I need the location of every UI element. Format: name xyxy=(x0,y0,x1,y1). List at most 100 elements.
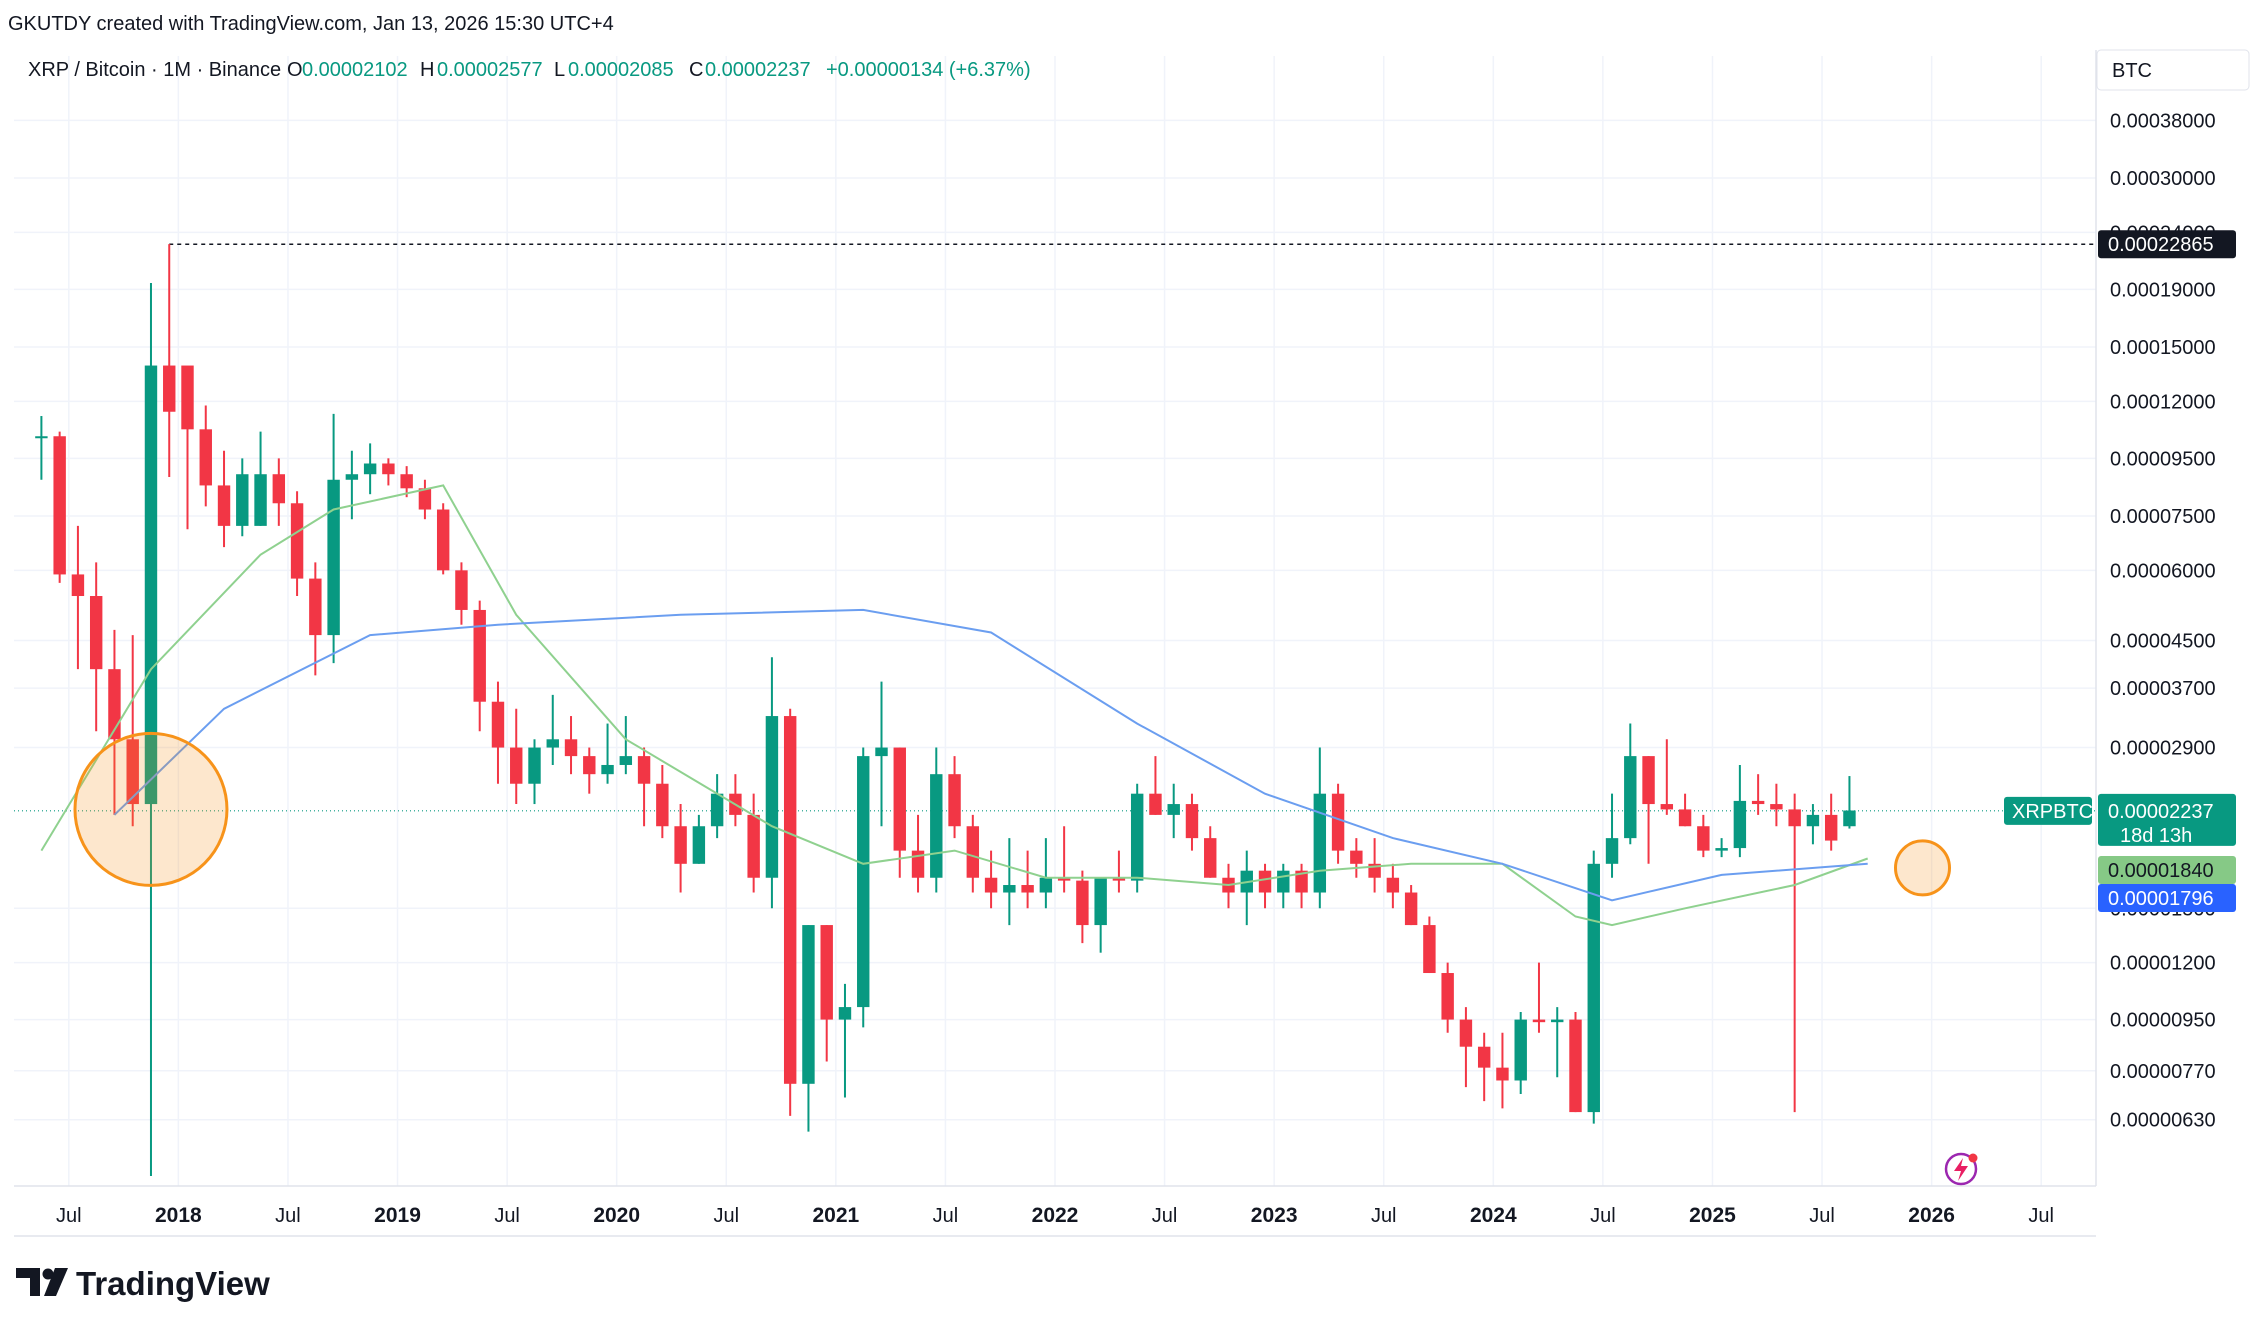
y-tick-label: 0.00012000 xyxy=(2110,391,2216,413)
low-value: 0.00002085 xyxy=(568,59,674,81)
candle xyxy=(382,458,395,486)
x-tick-label: 2022 xyxy=(1032,1204,1079,1227)
candle-body xyxy=(838,1007,852,1020)
candle-body xyxy=(1514,1019,1527,1081)
candle-body xyxy=(820,925,833,1020)
candle xyxy=(710,774,724,839)
candle-body xyxy=(1057,877,1071,881)
x-tick-label: 2026 xyxy=(1908,1204,1955,1227)
candle-body xyxy=(1130,793,1144,881)
y-axis[interactable]: 0.000380000.000300000.000240000.00019000… xyxy=(2110,110,2216,1131)
candle-body xyxy=(217,485,231,526)
ath-price-tag-text: 0.00022865 xyxy=(2108,234,2214,256)
symbol-label[interactable]: XRP / Bitcoin · 1M · Binance xyxy=(28,59,281,81)
candle-body xyxy=(583,756,596,775)
candle xyxy=(564,716,578,775)
candle xyxy=(857,747,870,1028)
candle xyxy=(455,562,468,625)
candle xyxy=(1733,764,1747,858)
candle-body xyxy=(199,429,212,486)
symbol-tag-text: XRPBTC xyxy=(2012,801,2093,823)
candle xyxy=(1715,838,1728,858)
tradingview-logo[interactable]: TradingView xyxy=(16,1265,270,1302)
moving-averages xyxy=(40,484,1869,927)
ath-dashed-line xyxy=(14,243,2096,812)
candle-body xyxy=(1441,973,1454,1020)
candle-body xyxy=(1843,810,1856,827)
candle-body xyxy=(309,578,322,636)
candle-body xyxy=(984,877,998,893)
candle xyxy=(236,458,249,537)
candle-body xyxy=(1021,885,1034,893)
candle xyxy=(163,244,176,477)
candle xyxy=(966,814,980,893)
candle xyxy=(1551,1007,1564,1078)
y-tick-label: 0.00000630 xyxy=(2110,1110,2216,1132)
candle xyxy=(1459,1007,1473,1088)
candle xyxy=(1751,774,1765,815)
candle-body xyxy=(948,774,961,827)
candle xyxy=(1770,783,1783,827)
grid-lines xyxy=(14,50,2097,1237)
candle-body xyxy=(966,826,980,878)
candle xyxy=(1642,756,1655,864)
candle xyxy=(1624,723,1637,845)
x-axis[interactable]: Jul 2018 Jul 2019 Jul 2020 Jul 2021 Jul 2022 Jul 20… xyxy=(56,1204,2054,1227)
attribution-text: GKUTDY created with TradingView.com, Jan… xyxy=(8,13,614,35)
candle xyxy=(217,450,231,548)
candle-body xyxy=(1532,1019,1546,1023)
ma-slow-line xyxy=(113,608,1868,902)
candle xyxy=(911,814,925,893)
candle-body xyxy=(345,474,359,480)
candle xyxy=(290,491,304,597)
countdown-text: 18d 13h xyxy=(2120,825,2192,847)
lightning-icon[interactable] xyxy=(1944,1152,1978,1186)
candle-body xyxy=(637,756,651,784)
candle-body xyxy=(491,701,505,748)
candle xyxy=(1039,838,1053,909)
candle xyxy=(1057,826,1071,893)
candle xyxy=(71,525,85,670)
high-label: H xyxy=(420,59,434,81)
candle-body xyxy=(1003,885,1016,893)
candle-body xyxy=(1295,870,1308,893)
candle-body xyxy=(747,814,760,878)
candle-body xyxy=(181,365,194,430)
currency-label[interactable]: BTC xyxy=(2112,60,2152,82)
candle-body xyxy=(1824,814,1838,841)
candle-body xyxy=(1204,838,1217,878)
candle-body xyxy=(765,716,779,878)
change-value: +0.00000134 (+6.37%) xyxy=(826,59,1031,81)
candle xyxy=(400,466,413,498)
high-value: 0.00002577 xyxy=(437,59,543,81)
candle xyxy=(53,431,66,583)
candle xyxy=(1605,793,1619,878)
candle-body xyxy=(802,925,815,1084)
candle xyxy=(1130,783,1144,893)
candle-body xyxy=(619,756,633,765)
candle-body xyxy=(1605,838,1619,864)
candle xyxy=(473,600,486,732)
candle-body xyxy=(108,669,121,740)
y-tick-label: 0.00006000 xyxy=(2110,560,2216,582)
ma-slow-tag: 0.00001796 xyxy=(2098,884,2236,912)
candle xyxy=(1277,863,1290,909)
y-tick-label: 0.00007500 xyxy=(2110,506,2216,528)
candle-body xyxy=(1386,877,1400,893)
x-tick-label: 2024 xyxy=(1470,1204,1517,1227)
candle xyxy=(254,431,267,526)
y-tick-label: 0.00015000 xyxy=(2110,337,2216,359)
candle xyxy=(1331,783,1345,864)
candle xyxy=(692,814,706,864)
y-tick-label: 0.00004500 xyxy=(2110,630,2216,652)
candle xyxy=(1295,863,1308,909)
candle-body xyxy=(163,365,176,412)
currency-button[interactable]: BTC xyxy=(2096,49,2250,91)
x-tick-label: 2019 xyxy=(374,1204,421,1227)
x-tick-label: 2018 xyxy=(155,1204,202,1227)
candle-body xyxy=(656,783,669,827)
candle-body xyxy=(53,436,66,575)
candle-body xyxy=(1277,870,1290,893)
